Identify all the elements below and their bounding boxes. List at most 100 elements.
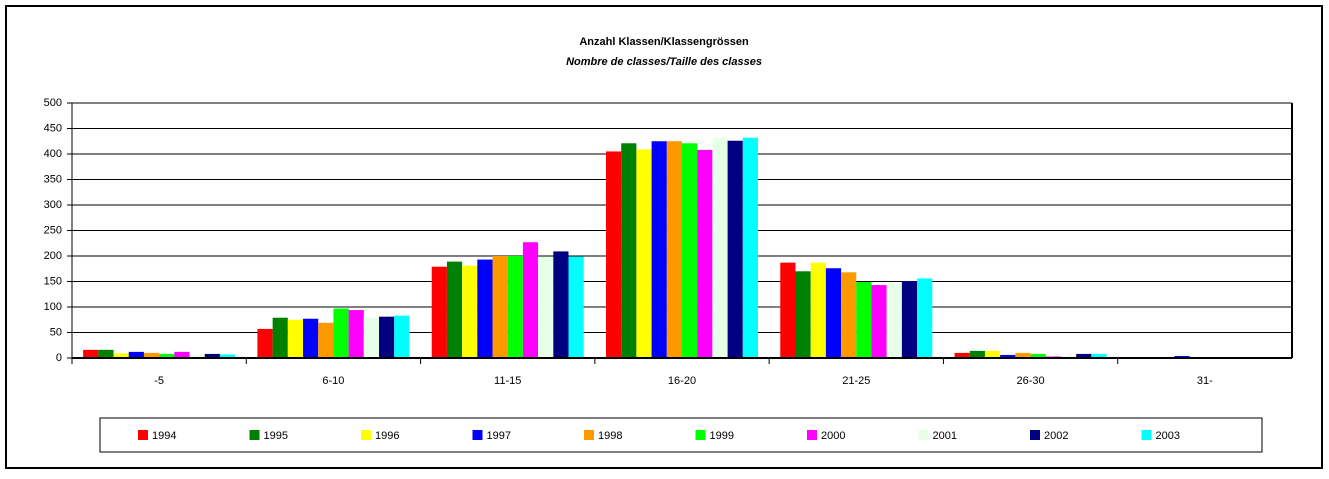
y-tick-label: 250 <box>44 224 62 236</box>
bar <box>666 141 682 358</box>
bar <box>204 353 220 358</box>
bar <box>1174 355 1190 358</box>
bar <box>780 262 796 358</box>
bar <box>810 262 826 358</box>
bar <box>446 261 463 358</box>
bar <box>825 268 842 358</box>
bar <box>606 151 622 358</box>
bar <box>174 351 190 358</box>
bar <box>651 141 667 358</box>
x-tick-label: 6-10 <box>322 375 344 387</box>
legend-swatch <box>249 430 260 440</box>
legend-label: 1997 <box>487 430 511 442</box>
x-tick-label: -5 <box>154 375 164 387</box>
legend-label: 1998 <box>598 430 622 442</box>
legend-label: 2001 <box>933 430 957 442</box>
bar <box>98 349 114 358</box>
bar <box>727 140 743 358</box>
legend-box <box>99 417 1263 453</box>
bar <box>553 251 569 358</box>
bar <box>333 308 349 358</box>
bar <box>189 354 205 358</box>
x-tick-label: 31- <box>1197 375 1213 387</box>
chart-title: Anzahl Klassen/Klassengrössen <box>579 36 749 48</box>
bar <box>856 282 872 358</box>
bar <box>83 349 99 358</box>
bar <box>257 328 273 358</box>
bar <box>507 256 523 358</box>
bar <box>901 280 918 358</box>
legend-swatch <box>472 430 483 440</box>
bar <box>742 137 758 358</box>
legend-label: 2002 <box>1044 430 1068 442</box>
bar <box>636 149 652 358</box>
bar <box>1091 353 1107 358</box>
bar <box>1076 353 1092 358</box>
bar <box>477 259 493 358</box>
legend-swatch <box>807 430 817 440</box>
y-tick-label: 450 <box>44 122 62 134</box>
bar <box>969 350 985 358</box>
bar <box>287 319 304 358</box>
y-tick-label: 50 <box>50 326 62 338</box>
bar <box>219 354 236 358</box>
y-tick-label: 350 <box>44 173 62 185</box>
legend-swatch <box>695 430 706 440</box>
bar <box>128 351 144 358</box>
legend-swatch <box>361 430 371 440</box>
bar <box>431 266 447 358</box>
bar <box>272 317 288 358</box>
bar <box>303 318 319 358</box>
x-tick-label: 11-15 <box>494 375 521 387</box>
bar <box>795 271 811 358</box>
legend-swatch <box>584 430 594 440</box>
bar <box>159 353 175 358</box>
x-tick-label: 26-30 <box>1017 375 1045 387</box>
bar <box>682 143 698 358</box>
bar <box>379 316 395 358</box>
bar <box>113 353 129 358</box>
y-tick-label: 100 <box>44 301 62 313</box>
bar <box>871 285 887 358</box>
bar <box>522 242 539 358</box>
bar <box>841 272 857 358</box>
x-tick-label: 16-20 <box>668 375 696 387</box>
bar <box>394 315 410 358</box>
bar <box>318 322 334 358</box>
y-tick-label: 500 <box>44 97 62 109</box>
y-tick-label: 300 <box>44 199 62 211</box>
bar <box>984 350 1001 358</box>
legend-swatch <box>1141 430 1152 440</box>
x-tick-label: 21-25 <box>842 375 870 387</box>
legend-label: 1996 <box>375 430 399 442</box>
legend-swatch <box>918 430 929 440</box>
bar <box>538 256 554 358</box>
legend-label: 1995 <box>264 430 288 442</box>
bar <box>917 278 933 358</box>
legend-label: 1999 <box>710 430 734 442</box>
bar <box>697 149 713 358</box>
y-tick-label: 400 <box>44 148 62 160</box>
bar <box>954 352 970 358</box>
bar <box>568 256 584 358</box>
legend-label: 2003 <box>1156 430 1180 442</box>
y-tick-label: 150 <box>44 275 62 287</box>
bar <box>1000 354 1016 358</box>
bar <box>712 137 728 358</box>
bar <box>621 143 637 358</box>
bar <box>886 284 902 358</box>
legend-label: 1994 <box>152 430 176 442</box>
bar <box>363 317 380 358</box>
bar <box>492 256 508 358</box>
legend-label: 2000 <box>821 430 845 442</box>
y-tick-label: 200 <box>44 250 62 262</box>
chart-subtitle: Nombre de classes/Taille des classes <box>566 56 762 68</box>
bar <box>348 310 364 358</box>
bar <box>1015 352 1031 358</box>
bar <box>1030 353 1046 358</box>
legend-swatch <box>138 430 148 440</box>
y-tick-label: 0 <box>56 352 62 364</box>
bar <box>462 265 478 358</box>
bar <box>1060 355 1077 358</box>
